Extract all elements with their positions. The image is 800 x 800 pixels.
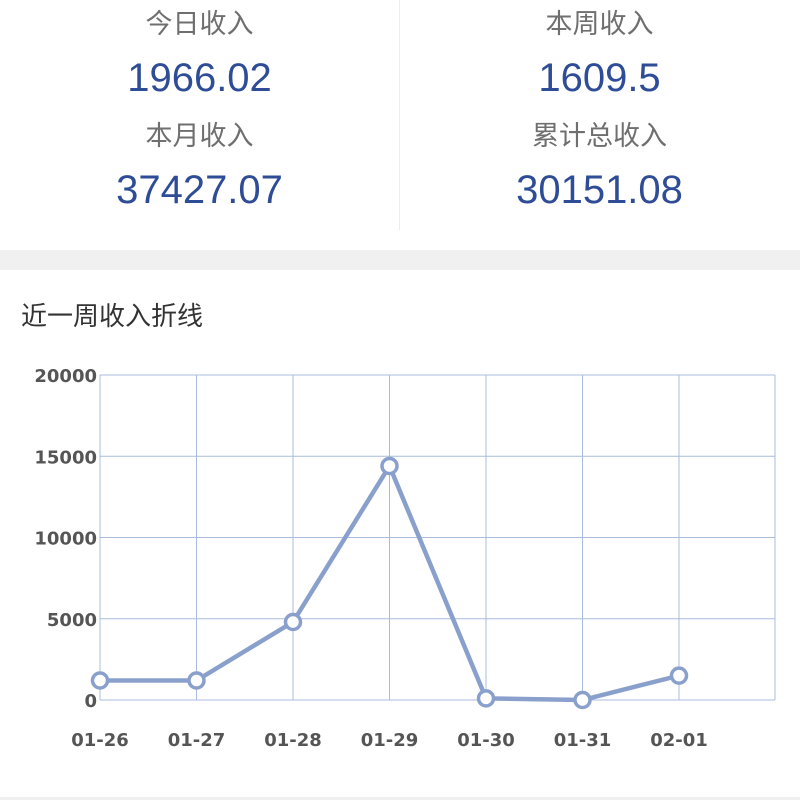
section-separator [0, 250, 800, 270]
column-divider [399, 0, 400, 230]
x-tick-label: 01-28 [264, 730, 322, 751]
week-income-label: 本周收入 [545, 9, 654, 40]
total-income-value: 30151.08 [516, 168, 683, 212]
data-point [573, 690, 592, 710]
x-tick-label: 01-26 [71, 730, 129, 751]
income-stats-panel: 今日收入 1966.02 本月收入 37427.07 本周收入 1609.5 累… [0, 0, 800, 250]
y-tick-label: 20000 [34, 366, 97, 387]
data-point [476, 689, 496, 708]
stats-column-right: 本周收入 1609.5 累计总收入 30151.08 [400, 0, 799, 230]
data-point [283, 612, 303, 632]
weekly-income-chart-panel: 0 5000 10000 15000 20000 01-26 01-27 01-28 01-29… [0, 270, 800, 797]
y-tick-label: 5000 [47, 610, 97, 631]
y-tick-label: 10000 [34, 529, 97, 550]
month-income-label: 本月收入 [145, 121, 254, 152]
bottom-divider [0, 797, 800, 800]
y-tick-label: 0 [84, 691, 97, 712]
week-income-value: 1609.5 [538, 56, 661, 100]
income-line-chart: 0 5000 10000 15000 20000 01-26 01-27 01-28 01-29… [34, 366, 776, 751]
total-income-label: 累计总收入 [532, 121, 667, 152]
y-tick-label: 15000 [34, 447, 97, 468]
today-income-label: 今日收入 [145, 9, 254, 40]
x-tick-label: 01-31 [554, 730, 612, 751]
data-point [90, 671, 110, 690]
month-income-value: 37427.07 [116, 168, 283, 212]
x-tick-label: 02-01 [650, 730, 708, 751]
x-tick-label: 01-30 [457, 730, 515, 751]
x-tick-label: 01-29 [361, 730, 419, 751]
data-point [669, 666, 689, 685]
today-income-value: 1966.02 [127, 56, 272, 100]
chart-title: 近一周收入折线 [21, 302, 204, 332]
data-point [187, 671, 206, 690]
x-tick-label: 01-27 [168, 730, 226, 751]
stats-column-left: 今日收入 1966.02 本月收入 37427.07 [0, 0, 399, 230]
data-point [380, 456, 399, 476]
